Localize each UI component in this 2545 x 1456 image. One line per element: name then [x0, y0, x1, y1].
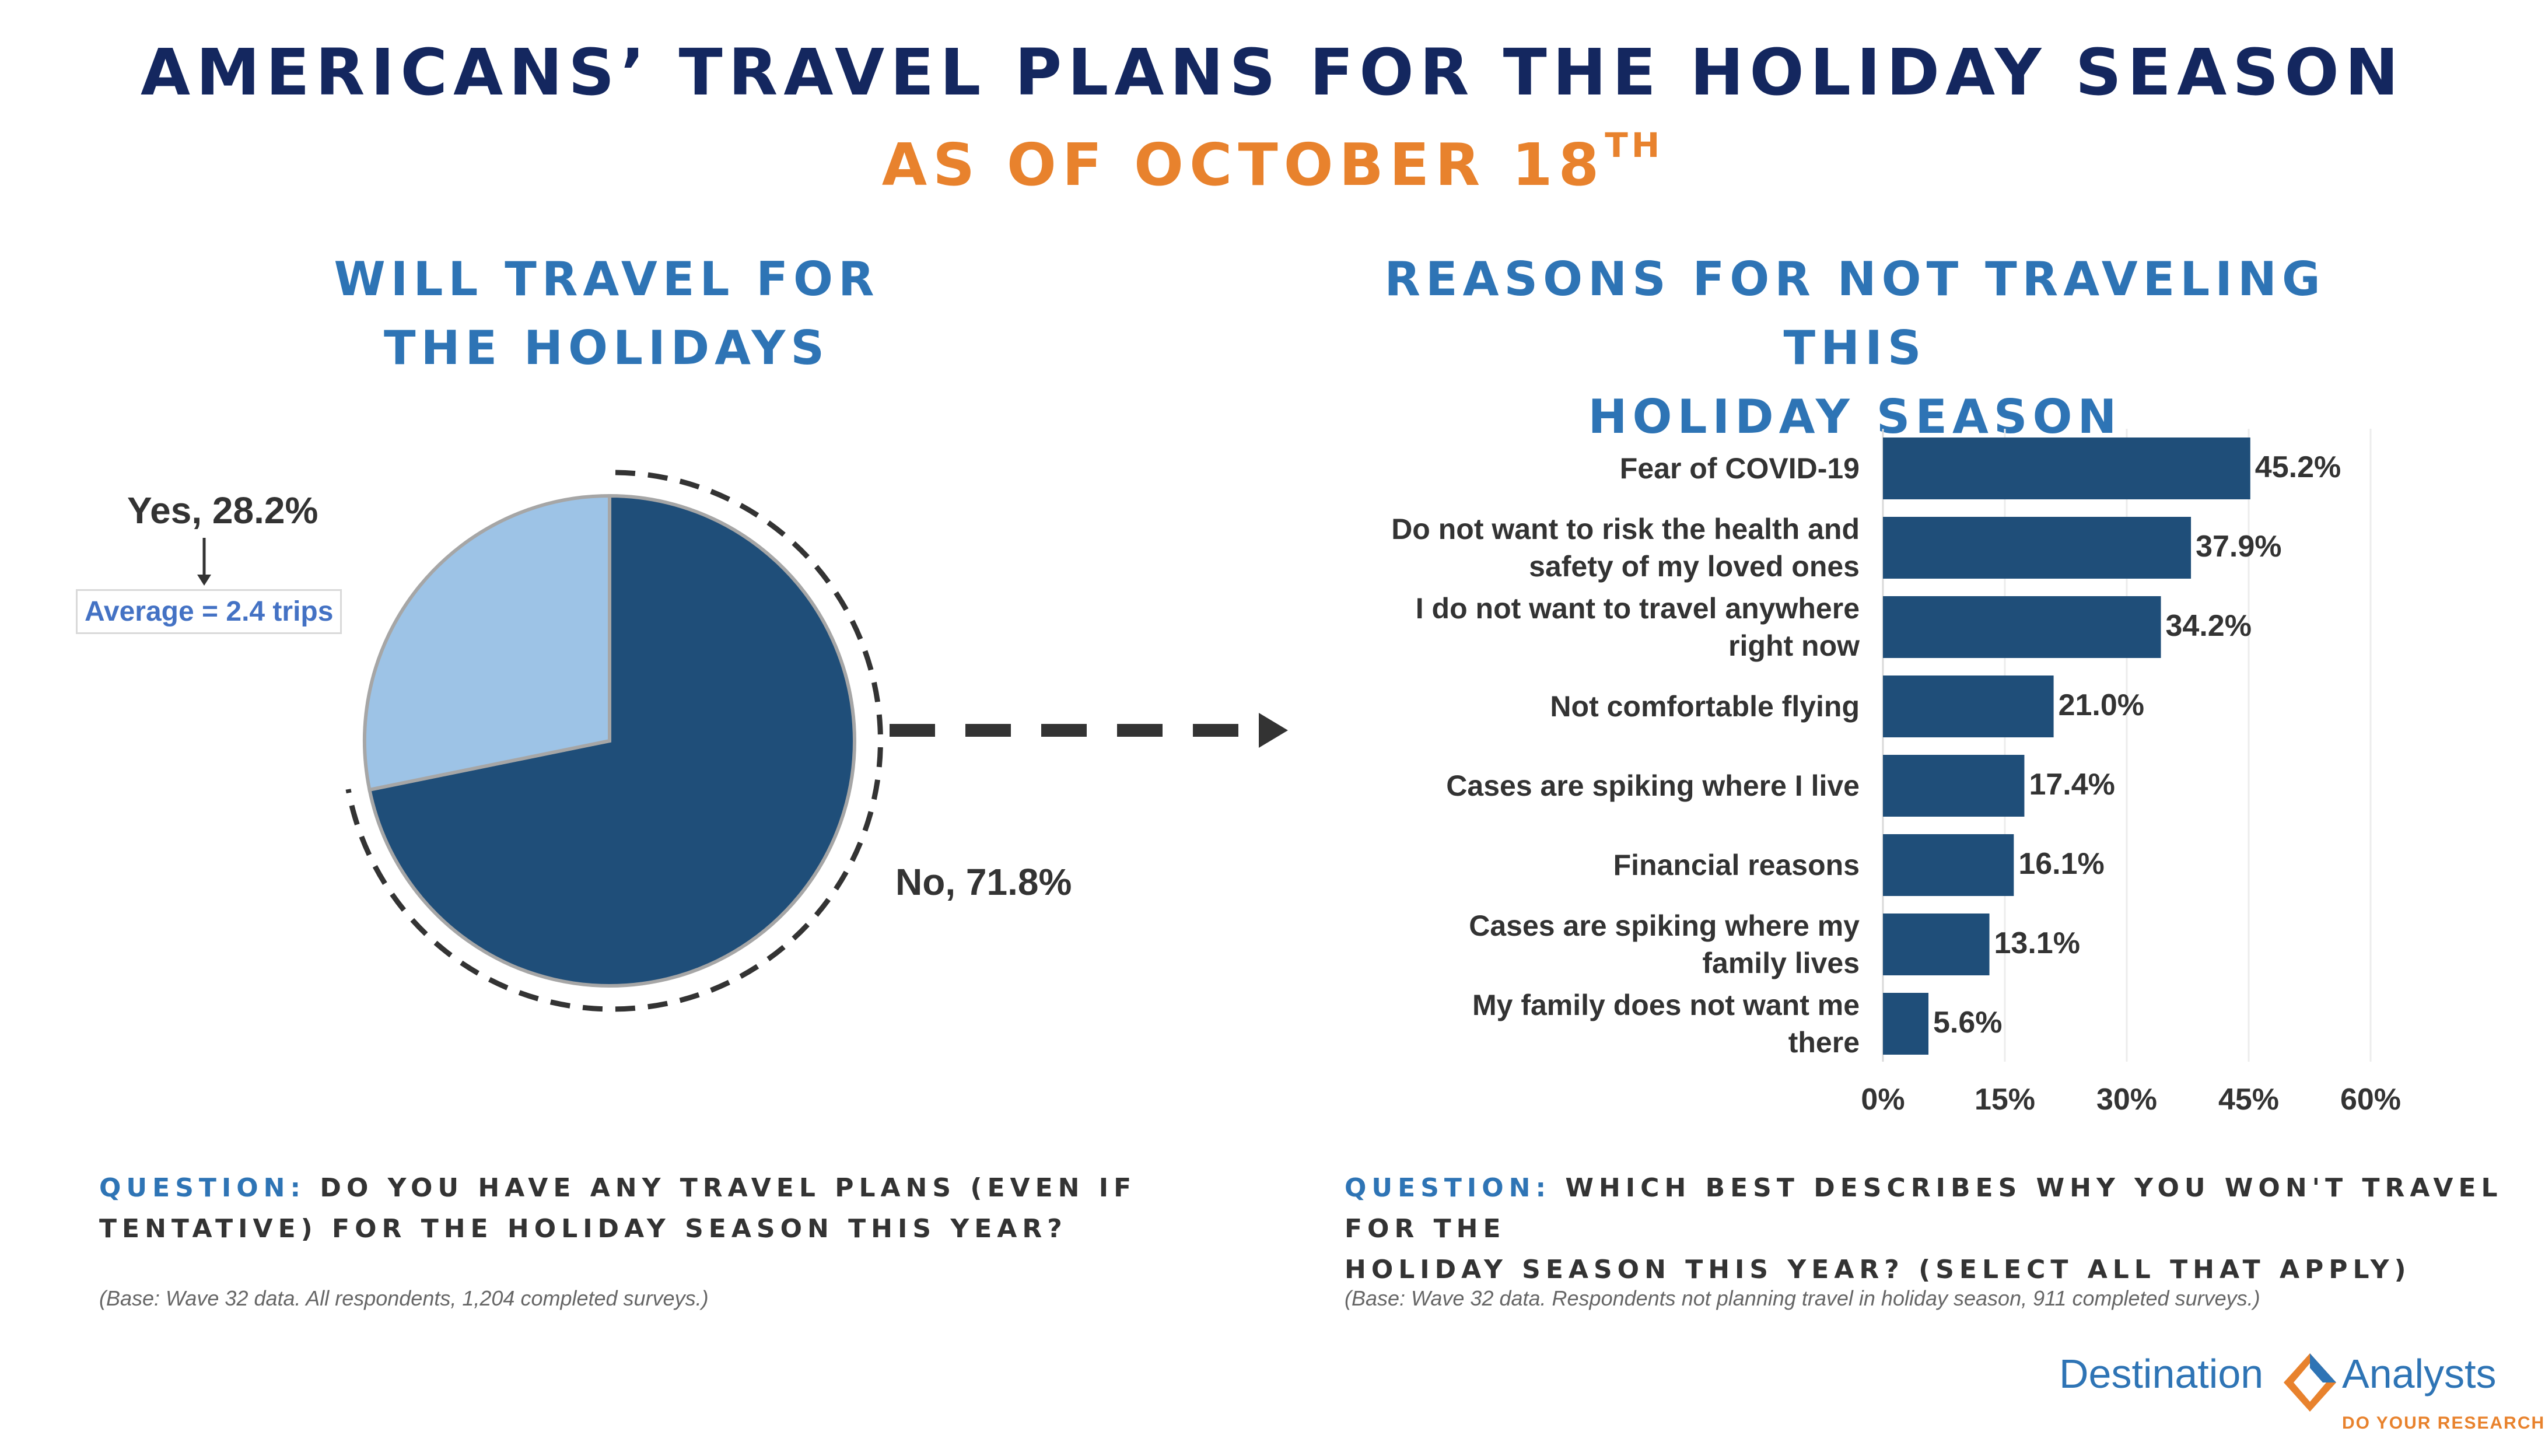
category-label: Not comfortable flying [1335, 688, 1860, 725]
category-label-line: Not comfortable flying [1550, 690, 1860, 723]
bar [1883, 834, 2014, 896]
right-section-title-line2: HOLIDAY SEASON [1588, 390, 2122, 444]
category-label-line: family lives [1702, 947, 1860, 979]
left-section-title-line2: THE HOLIDAYS [384, 321, 829, 375]
yes-arrow-head [197, 575, 211, 586]
category-label-line: My family does not want me [1472, 989, 1860, 1021]
subtitle-superscript: TH [1605, 125, 1664, 165]
category-label-line: right now [1728, 629, 1860, 662]
bar-value-label: 13.1% [1994, 926, 2080, 960]
bar [1883, 676, 2054, 737]
left-section-title: WILL TRAVEL FOR THE HOLIDAYS [315, 245, 898, 383]
bar-value-label: 45.2% [2255, 450, 2341, 484]
bar-value-label: 21.0% [2058, 688, 2145, 722]
bar-value-label: 16.1% [2018, 847, 2105, 881]
right-question-line1: WHICH BEST DESCRIBES WHY YOU WON'T TRAVE… [1345, 1173, 2503, 1244]
left-question-prefix: QUESTION: [99, 1173, 306, 1203]
right-question-line2: HOLIDAY SEASON THIS YEAR? (SELECT ALL TH… [1345, 1255, 2411, 1284]
bar-value-label: 17.4% [2029, 768, 2115, 802]
connector-arrow-head [1259, 713, 1288, 748]
destination-analysts-logo: Destination Analysts DO YOUR RESEARCH [2059, 1350, 2544, 1450]
bar-value-label: 37.9% [2196, 530, 2282, 564]
x-tick-label: 45% [2218, 1083, 2280, 1116]
x-tick-label: 0% [1861, 1083, 1905, 1116]
left-section-title-line1: WILL TRAVEL FOR [334, 252, 880, 306]
bar-value-label: 5.6% [1933, 1006, 2003, 1040]
bar [1883, 517, 2192, 579]
pie-group [363, 494, 856, 988]
left-question: QUESTION: DO YOU HAVE ANY TRAVEL PLANS (… [99, 1168, 1207, 1250]
category-label-line: safety of my loved ones [1529, 550, 1860, 583]
bar [1883, 755, 2025, 817]
page-title: AMERICANS’ TRAVEL PLANS FOR THE HOLIDAY … [140, 35, 2404, 110]
logo-word-destination: Destination [2059, 1351, 2264, 1396]
bar [1883, 596, 2161, 658]
x-tick-label: 15% [1974, 1083, 2036, 1116]
left-base-note: (Base: Wave 32 data. All respondents, 1,… [99, 1286, 709, 1310]
right-base-note: (Base: Wave 32 data. Respondents not pla… [1345, 1286, 2260, 1310]
left-question-line2: TENTATIVE) FOR THE HOLIDAY SEASON THIS Y… [99, 1214, 1067, 1244]
pie-slice-no [367, 494, 856, 988]
left-question-line1: DO YOU HAVE ANY TRAVEL PLANS (EVEN IF [320, 1173, 1137, 1203]
logo-tagline: DO YOUR RESEARCH [2342, 1413, 2545, 1433]
right-section-title: REASONS FOR NOT TRAVELING THIS HOLIDAY S… [1359, 245, 2351, 452]
category-label: Do not want to risk the health and safety… [1335, 510, 1860, 585]
bar [1883, 438, 2250, 499]
pie-no-label: No, 71.8% [895, 861, 1072, 903]
category-label-line: there [1788, 1026, 1860, 1059]
bar-value-label: 34.2% [2165, 609, 2252, 643]
category-label-line: Do not want to risk the health and [1391, 513, 1860, 545]
bar [1883, 914, 1990, 975]
right-question-prefix: QUESTION: [1345, 1173, 1552, 1203]
subtitle-text: AS OF OCTOBER 18 [881, 131, 1605, 199]
category-label: My family does not want me there [1335, 986, 1860, 1061]
x-tick-label: 60% [2340, 1083, 2402, 1116]
pie-dashed-outline [345, 470, 883, 1012]
x-tick-label: 30% [2096, 1083, 2158, 1116]
category-label: Cases are spiking where I live [1335, 767, 1860, 804]
page-subtitle: AS OF OCTOBER 18TH [0, 125, 2545, 199]
category-label-line: Financial reasons [1613, 849, 1860, 881]
right-section-title-line1: REASONS FOR NOT TRAVELING THIS [1384, 252, 2326, 375]
bar [1883, 993, 1929, 1055]
pie-yes-label: Yes, 28.2% [127, 489, 318, 531]
category-label-line: Cases are spiking where my [1469, 909, 1860, 942]
category-label: I do not want to travel anywhere right no… [1335, 590, 1860, 664]
logo-diamond-icon [2284, 1353, 2336, 1412]
pie-slice-yes [363, 494, 611, 792]
category-label-line: I do not want to travel anywhere [1415, 592, 1860, 625]
category-label-line: Cases are spiking where I live [1446, 769, 1860, 802]
average-trips-box: Average = 2.4 trips [76, 589, 342, 634]
category-label-line: Fear of COVID-19 [1619, 452, 1860, 485]
category-label: Financial reasons [1335, 846, 1860, 884]
logo-word-analysts: Analysts [2342, 1351, 2497, 1396]
right-question: QUESTION: WHICH BEST DESCRIBES WHY YOU W… [1345, 1168, 2511, 1290]
category-label: Fear of COVID-19 [1335, 450, 1860, 487]
category-label: Cases are spiking where my family lives [1335, 907, 1860, 982]
